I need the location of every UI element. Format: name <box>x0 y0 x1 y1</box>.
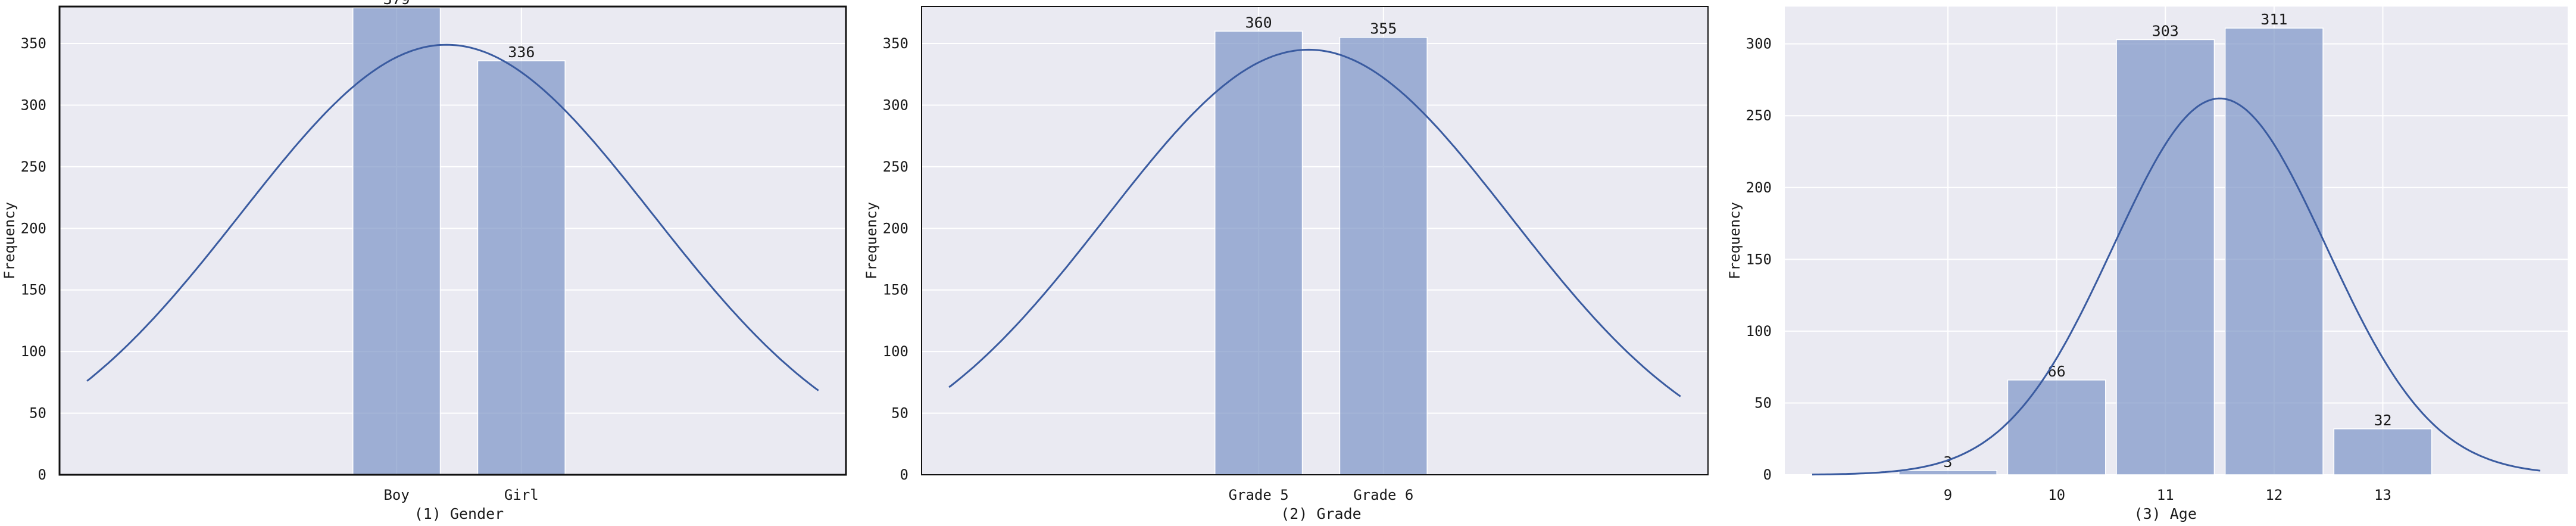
bar-value-label: 360 <box>1245 14 1272 31</box>
plot-frame <box>921 6 1709 475</box>
plot-frame <box>58 5 847 476</box>
x-tick-label: 11 <box>2157 487 2174 503</box>
bar <box>352 7 441 475</box>
y-tick-label: 100 <box>1746 323 1772 340</box>
bar-value-label: 311 <box>2260 11 2287 28</box>
bar-value-label: 336 <box>508 43 535 61</box>
y-tick-label: 250 <box>21 158 46 175</box>
y-tick-label: 350 <box>21 35 46 52</box>
y-tick-label: 150 <box>883 282 908 298</box>
x-tick-label: Grade 5 <box>1229 487 1289 503</box>
y-tick-label: 300 <box>21 97 46 113</box>
chart-panel-1: 379336050100150200250300350BoyGirl(1) Ge… <box>1 0 847 522</box>
bar <box>1899 470 1997 475</box>
x-axis-label: (1) Gender <box>414 505 504 522</box>
y-tick-label: 200 <box>1746 179 1772 196</box>
y-tick-label: 150 <box>21 282 46 298</box>
y-tick-label: 100 <box>883 343 908 360</box>
x-tick-label: 9 <box>1944 487 1952 503</box>
y-tick-label: 250 <box>1746 107 1772 124</box>
y-tick-label: 250 <box>883 158 908 175</box>
y-tick-label: 50 <box>891 405 908 422</box>
y-tick-label: 0 <box>1763 466 1772 483</box>
bar-value-label: 355 <box>1370 20 1397 38</box>
x-tick-label: Girl <box>504 487 539 503</box>
y-axis-label: Frequency <box>1726 202 1743 279</box>
y-tick-label: 200 <box>883 220 908 236</box>
y-tick-label: 50 <box>1754 394 1772 411</box>
x-tick-label: 10 <box>2048 487 2065 503</box>
x-tick-label: Boy <box>383 487 409 503</box>
normal-curve <box>948 48 1681 397</box>
bar <box>2224 27 2324 475</box>
y-tick-label: 0 <box>900 466 908 483</box>
plot-area <box>922 7 1708 475</box>
bar <box>2007 379 2106 475</box>
y-tick-label: 300 <box>883 97 908 113</box>
bar <box>2116 39 2215 475</box>
y-tick-label: 350 <box>883 35 908 52</box>
x-axis-label: (2) Grade <box>1281 505 1361 522</box>
y-tick-label: 0 <box>38 466 46 483</box>
bar-value-label: 32 <box>2374 412 2391 429</box>
plot-area <box>60 7 846 475</box>
y-axis-label: Frequency <box>863 202 880 279</box>
y-tick-label: 150 <box>1746 251 1772 267</box>
y-tick-label: 200 <box>21 220 46 236</box>
x-tick-label: 12 <box>2265 487 2283 503</box>
normal-curve <box>1812 97 2541 476</box>
x-tick-label: 13 <box>2374 487 2391 503</box>
x-axis-label: (3) Age <box>2134 505 2197 522</box>
normal-curve <box>86 43 819 391</box>
chart-panel-3: 3 66 303 311 32 0 50 100 150 200 250 300 9 10 11 12 13 (3… <box>1726 7 2568 522</box>
chart-panel-2: 360 355 0 50 100 150 200 250 300 350 Grade 5 Grade … <box>863 6 1709 522</box>
bar-value-label: 3 <box>1943 453 1952 471</box>
x-tick-label: Grade 6 <box>1353 487 1413 503</box>
bar <box>1339 36 1428 475</box>
bar <box>1214 30 1303 475</box>
y-tick-label: 300 <box>1746 36 1772 52</box>
y-tick-label: 100 <box>21 343 46 360</box>
y-axis-label: Frequency <box>1 202 18 279</box>
bar <box>2333 428 2433 475</box>
bar-value-label: 303 <box>2152 22 2179 39</box>
bar-value-label: 66 <box>2048 363 2066 380</box>
y-tick-label: 50 <box>29 405 46 422</box>
bar <box>477 60 566 475</box>
